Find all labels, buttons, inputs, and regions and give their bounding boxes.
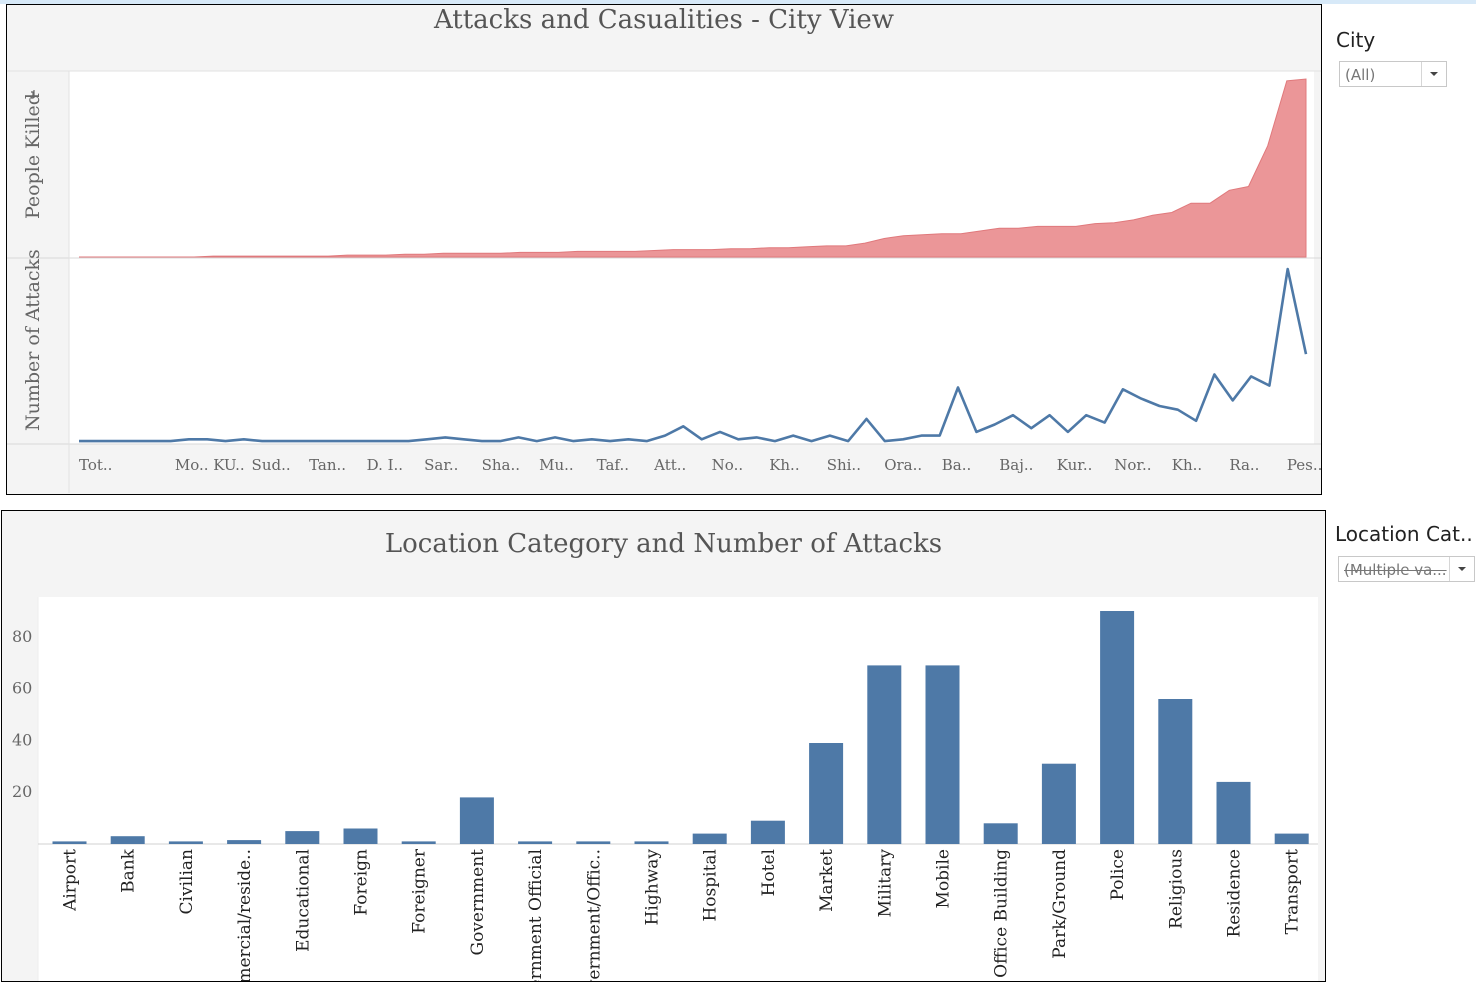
bar[interactable] <box>692 833 727 844</box>
category-label: Highway <box>643 849 663 926</box>
category-label: Government <box>468 849 488 956</box>
bar[interactable] <box>285 831 320 844</box>
x-tick-label: Kur.. <box>1057 456 1093 474</box>
category-label: Foreigner <box>410 848 430 934</box>
category-label: Hotel <box>759 849 779 896</box>
bar[interactable] <box>401 841 436 844</box>
category-label: Airport <box>61 849 81 912</box>
category-label: Commercial/reside.. <box>235 849 255 981</box>
bar[interactable] <box>1216 781 1251 844</box>
bar[interactable] <box>809 743 844 844</box>
category-label: Government Official <box>526 849 546 981</box>
bar[interactable] <box>750 820 785 844</box>
category-label: Park/Ground <box>1050 849 1070 959</box>
attacks-axis-label: Number of Attacks <box>22 249 44 431</box>
x-tick-label: Sha.. <box>482 456 520 474</box>
category-label: Government/Offic.. <box>584 849 604 981</box>
x-tick-label: Kh.. <box>1172 456 1202 474</box>
bar[interactable] <box>1158 699 1193 844</box>
city-filter-dropdown[interactable]: (All) <box>1339 61 1447 87</box>
window-top-strip <box>0 0 1476 4</box>
location-category-title: Location Category and Number of Attacks <box>384 529 943 559</box>
bar[interactable] <box>518 841 553 844</box>
bar[interactable] <box>1274 833 1309 844</box>
category-label: Foreign <box>352 849 372 916</box>
bar[interactable] <box>576 841 611 844</box>
bar[interactable] <box>227 840 262 844</box>
x-tick-label: Sar.. <box>424 456 458 474</box>
x-tick-label: Ra.. <box>1229 456 1259 474</box>
city-view-panel: Attacks and Casualities - City View Peop… <box>6 4 1322 495</box>
x-tick-label: Tan.. <box>309 456 346 474</box>
category-label: Military <box>875 849 895 918</box>
y-tick-label: 40 <box>12 730 32 749</box>
x-tick-label: No.. <box>712 456 743 474</box>
category-label: Mobile <box>934 849 954 908</box>
people-killed-area[interactable] <box>79 78 1307 258</box>
category-label: Market <box>817 849 837 912</box>
bar[interactable] <box>52 841 87 844</box>
category-label: Transport <box>1283 849 1303 935</box>
bar[interactable] <box>1100 611 1135 844</box>
x-tick-label: KU.. <box>213 456 244 474</box>
x-tick-label: Att.. <box>653 456 686 474</box>
x-tick-label: Ora.. <box>884 456 922 474</box>
location-filter-value: (Multiple va... <box>1344 561 1447 579</box>
location-filter-title: Location Cat.. <box>1335 522 1473 546</box>
x-tick-label: Baj.. <box>999 456 1033 474</box>
category-label: Office Building <box>992 849 1012 978</box>
y-tick-label: 80 <box>12 627 32 646</box>
sort-icon[interactable] <box>31 90 35 99</box>
city-filter-arrow-icon[interactable] <box>1421 62 1446 86</box>
category-label: Bank <box>119 848 139 893</box>
location-filter: Location Cat.. <box>1335 522 1476 546</box>
bar[interactable] <box>343 828 378 845</box>
location-filter-dropdown[interactable]: (Multiple va... <box>1338 556 1475 582</box>
x-tick-label: Kh.. <box>769 456 799 474</box>
bar[interactable] <box>925 665 960 844</box>
x-tick-label: Shi.. <box>827 456 861 474</box>
city-filter-title: City <box>1336 28 1376 52</box>
x-tick-label: Nor.. <box>1114 456 1151 474</box>
bar[interactable] <box>983 823 1018 844</box>
city-filter-value: (All) <box>1345 66 1376 84</box>
bar[interactable] <box>168 841 203 844</box>
x-tick-label: Mu.. <box>539 456 574 474</box>
location-category-chart[interactable]: 20 40 60 80 Airport Bank Civilian Commercial/re… <box>2 511 1325 981</box>
x-tick-label: Tot.. <box>79 456 112 474</box>
attacks-line[interactable] <box>79 267 1308 443</box>
category-label: Religious <box>1166 849 1186 929</box>
people-killed-axis-label: People Killed <box>22 93 44 219</box>
bar[interactable] <box>459 797 494 844</box>
x-tick-label: Taf.. <box>597 456 629 474</box>
location-category-panel: Location Category and Number of Attacks … <box>1 510 1326 982</box>
city-view-title: Attacks and Casualities - City View <box>433 5 895 35</box>
category-label: Hospital <box>701 849 721 922</box>
bar[interactable] <box>634 841 669 844</box>
category-label: Police <box>1108 849 1128 900</box>
city-filter: City <box>1336 28 1375 52</box>
x-tick-label: Ba.. <box>942 456 972 474</box>
y-tick-label: 20 <box>12 782 32 801</box>
x-tick-label: D. I.. <box>367 456 404 474</box>
bar[interactable] <box>110 836 145 844</box>
x-tick-label: Pes.. <box>1287 456 1321 474</box>
bar[interactable] <box>867 665 902 844</box>
bar[interactable] <box>1041 763 1076 844</box>
category-label: Residence <box>1225 849 1245 938</box>
location-filter-arrow-icon[interactable] <box>1449 557 1474 581</box>
x-tick-label: Sud.. <box>252 456 291 474</box>
category-label: Civilian <box>177 849 197 914</box>
y-tick-label: 60 <box>12 679 32 698</box>
category-label: Educational <box>293 849 313 952</box>
x-tick-label: Mo.. <box>175 456 209 474</box>
